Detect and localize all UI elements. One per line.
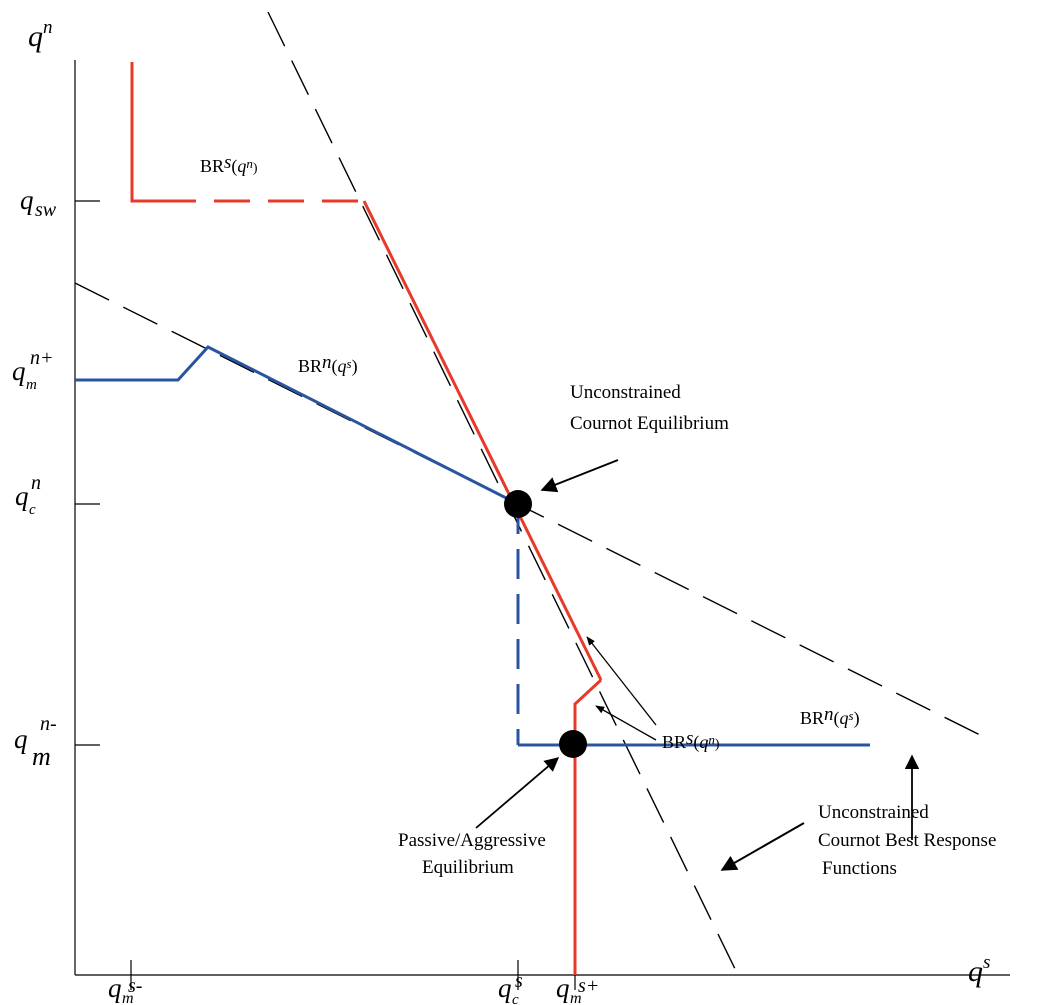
svg-text:s+: s+	[578, 975, 599, 997]
x-axis-label: qs	[968, 952, 990, 988]
y-axis-label: qn	[28, 17, 53, 53]
svg-text:q: q	[14, 724, 28, 754]
svg-text:Passive/Aggressive: Passive/Aggressive	[398, 830, 546, 851]
unconstrained-br-n-line	[74, 282, 991, 741]
red-br-s-diagonal	[362, 200, 603, 681]
annotation-passive-aggressive-equilibrium: Passive/Aggressive Equilibrium	[398, 830, 546, 878]
annotation-unconstrained-equilibrium: Unconstrained Cournot Equilibrium	[570, 382, 729, 434]
unconstrained-equilibrium-dot	[504, 490, 532, 518]
arrow-to-br-s-dashed	[720, 822, 805, 871]
svg-text:q: q	[20, 185, 34, 215]
svg-text:n: n	[31, 472, 41, 494]
passive-aggressive-equilibrium-dot	[559, 730, 587, 758]
arrow-to-unconstrained-eq	[540, 459, 619, 493]
arrow-brs-lower-to-diag	[586, 636, 657, 726]
svg-text:q: q	[498, 973, 512, 1003]
svg-text:Unconstrained: Unconstrained	[818, 802, 929, 823]
y-tick-label-q-m-n-minus: q m n-	[14, 713, 57, 771]
red-br-s-top-vertical	[130, 62, 160, 203]
svg-text:q: q	[556, 973, 570, 1003]
red-br-s-lower-segment	[573, 678, 603, 975]
svg-text:m: m	[32, 742, 51, 771]
arrow-brs-lower-to-kink	[595, 705, 657, 741]
curve-label-br-n-right: BRn(qs)	[800, 704, 860, 729]
svg-text:Functions: Functions	[822, 858, 897, 879]
svg-text:Cournot Best Response: Cournot Best Response	[818, 830, 996, 851]
annotation-unconstrained-best-response: Unconstrained Cournot Best Response Func…	[818, 802, 996, 879]
unconstrained-br-s-line	[267, 11, 739, 976]
y-tick-label-q-sw: q sw	[20, 185, 57, 221]
svg-text:q: q	[15, 481, 29, 511]
x-tick-label-q-m-s-minus: q m s-	[108, 973, 142, 1005]
svg-text:n-: n-	[40, 713, 57, 735]
svg-text:n+: n+	[30, 347, 54, 369]
svg-text:s: s	[515, 970, 523, 992]
svg-text:Unconstrained: Unconstrained	[570, 382, 681, 403]
blue-br-n-left	[75, 345, 519, 506]
curve-label-br-s-lower: BRs(qn)	[662, 728, 720, 753]
y-tick-label-q-c-n: q c n	[15, 472, 41, 518]
svg-text:s-: s-	[128, 975, 142, 997]
svg-text:Cournot Equilibrium: Cournot Equilibrium	[570, 413, 729, 434]
svg-text:m: m	[570, 990, 582, 1005]
curve-label-br-n-left: BRn(qs)	[298, 352, 358, 377]
x-tick-label-q-c-s: q c s	[498, 970, 523, 1005]
curve-label-br-s-top: BRs(qn)	[200, 152, 258, 177]
arrow-to-passive-eq	[475, 757, 560, 829]
svg-text:c: c	[512, 992, 519, 1005]
svg-text:m: m	[122, 990, 134, 1005]
svg-text:c: c	[29, 502, 36, 518]
svg-text:q: q	[12, 356, 26, 386]
svg-text:sw: sw	[35, 199, 57, 221]
x-tick-label-q-m-s-plus: q m s+	[556, 973, 599, 1005]
y-tick-label-q-m-n-plus: q m n+	[12, 347, 54, 393]
svg-text:q: q	[108, 973, 122, 1003]
svg-text:m: m	[26, 377, 37, 393]
svg-text:Equilibrium: Equilibrium	[422, 857, 514, 878]
